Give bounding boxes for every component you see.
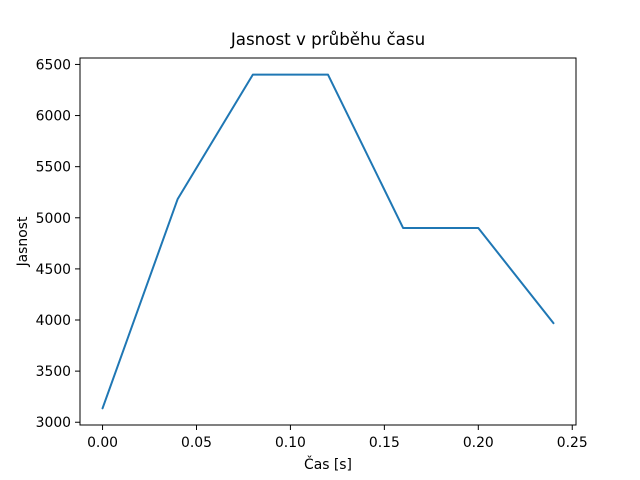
x-tick-label: 0.05 — [181, 435, 212, 451]
y-tick-label: 4000 — [36, 313, 71, 329]
y-tick-label: 6000 — [36, 109, 71, 125]
y-tick-label: 3500 — [36, 364, 71, 380]
x-tick-label: 0.10 — [275, 435, 306, 451]
x-tick-label: 0.15 — [369, 435, 400, 451]
x-axis-label: Čas [s] — [304, 455, 352, 473]
y-tick-label: 4500 — [36, 262, 71, 278]
y-tick-label: 3000 — [36, 415, 71, 431]
chart-title: Jasnost v průběhu času — [230, 29, 425, 49]
x-tick-label: 0.25 — [557, 435, 588, 451]
data-line — [101, 73, 555, 410]
y-tick-label: 6500 — [36, 57, 71, 73]
plot-frame — [79, 57, 577, 426]
y-tick-label: 5000 — [36, 211, 71, 227]
y-tick-label: 5500 — [36, 160, 71, 176]
y-axis-label: Jasnost — [15, 216, 31, 267]
x-tick-label: 0.00 — [87, 435, 118, 451]
x-tick-label: 0.20 — [463, 435, 494, 451]
